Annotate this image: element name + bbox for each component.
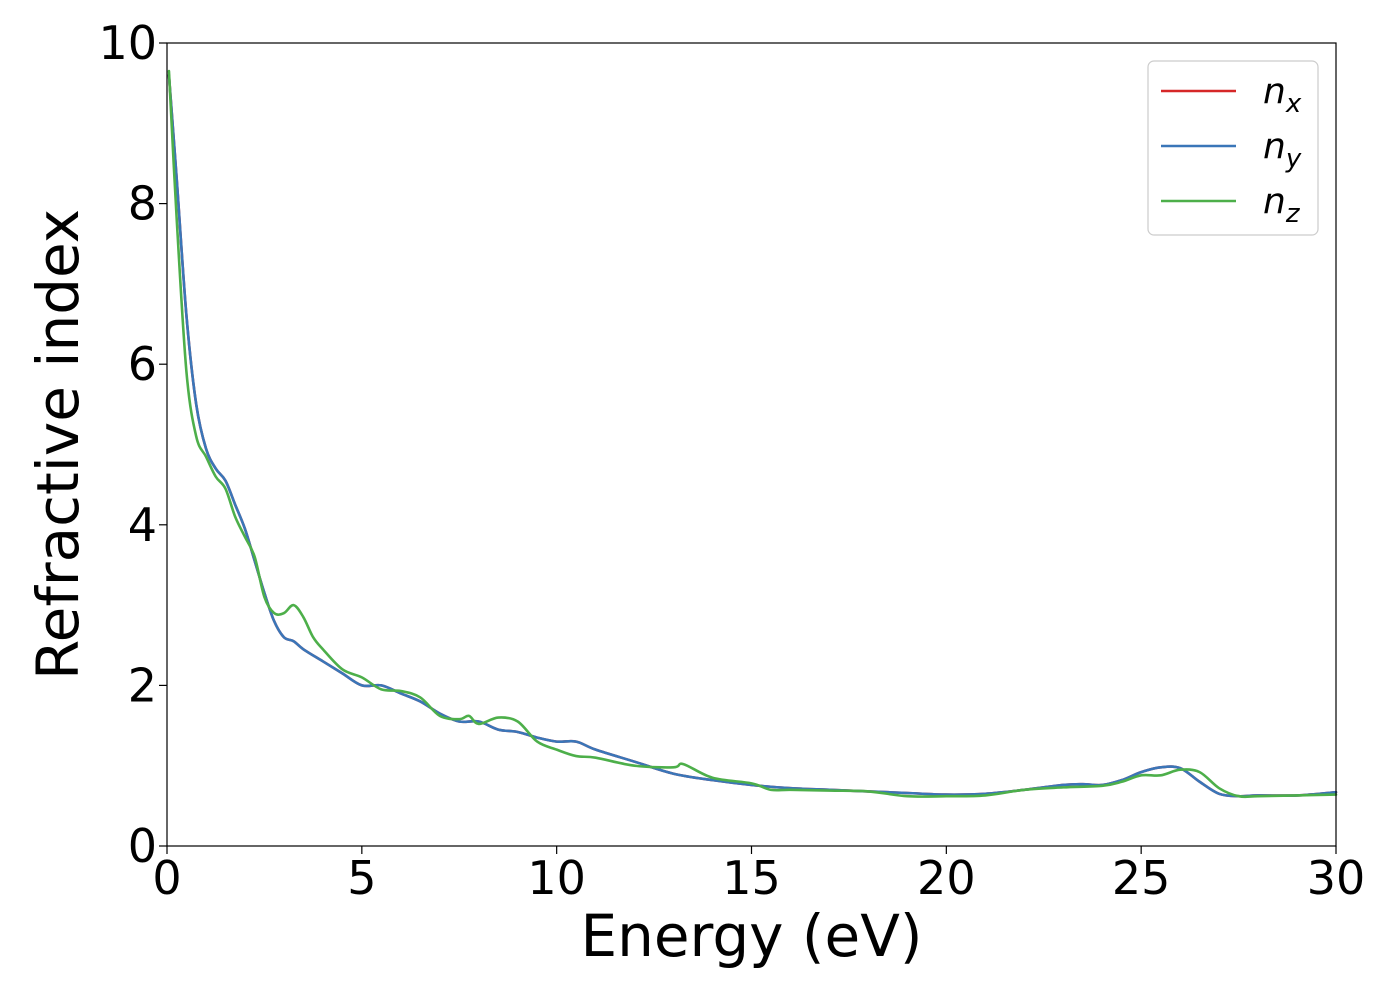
x-axis-label: Energy (eV): [580, 902, 922, 970]
y-tick-label: 10: [98, 16, 157, 70]
x-tick-label: 10: [527, 851, 586, 905]
x-tick-label: 30: [1307, 851, 1366, 905]
legend-entry-name: n: [1263, 71, 1286, 112]
legend-entry-nx: nx: [1263, 71, 1302, 119]
x-tick-label: 20: [917, 851, 976, 905]
x-tick-label: 0: [152, 851, 181, 905]
legend-entry-name: n: [1263, 126, 1286, 167]
series-line-nz: [167, 69, 1338, 799]
x-axis-ticks: 0 5 10 15 20 25 30: [152, 846, 1365, 905]
legend-entry-subscript: z: [1285, 199, 1301, 229]
y-tick-label: 0: [128, 819, 157, 873]
y-tick-label: 6: [128, 337, 157, 391]
y-tick-label: 2: [128, 658, 157, 712]
y-tick-label: 8: [128, 177, 157, 231]
legend-entry-name: n: [1263, 181, 1286, 222]
legend-box: [1147, 60, 1319, 236]
x-tick-label: 25: [1112, 851, 1171, 905]
x-tick-label: 5: [347, 851, 376, 905]
x-tick-label: 15: [722, 851, 781, 905]
legend-entry-subscript: x: [1285, 89, 1302, 119]
series-line-ny: [167, 73, 1338, 798]
y-tick-label: 4: [128, 498, 157, 552]
y-axis-ticks: 0 2 4 6 8 10: [98, 16, 167, 873]
legend-entry-ny: ny: [1263, 126, 1302, 174]
legend-entry-subscript: y: [1285, 144, 1302, 174]
series-layer: [167, 69, 1338, 799]
y-axis-label: Refractive index: [24, 209, 92, 680]
legend-entry-nz: nz: [1263, 181, 1301, 229]
